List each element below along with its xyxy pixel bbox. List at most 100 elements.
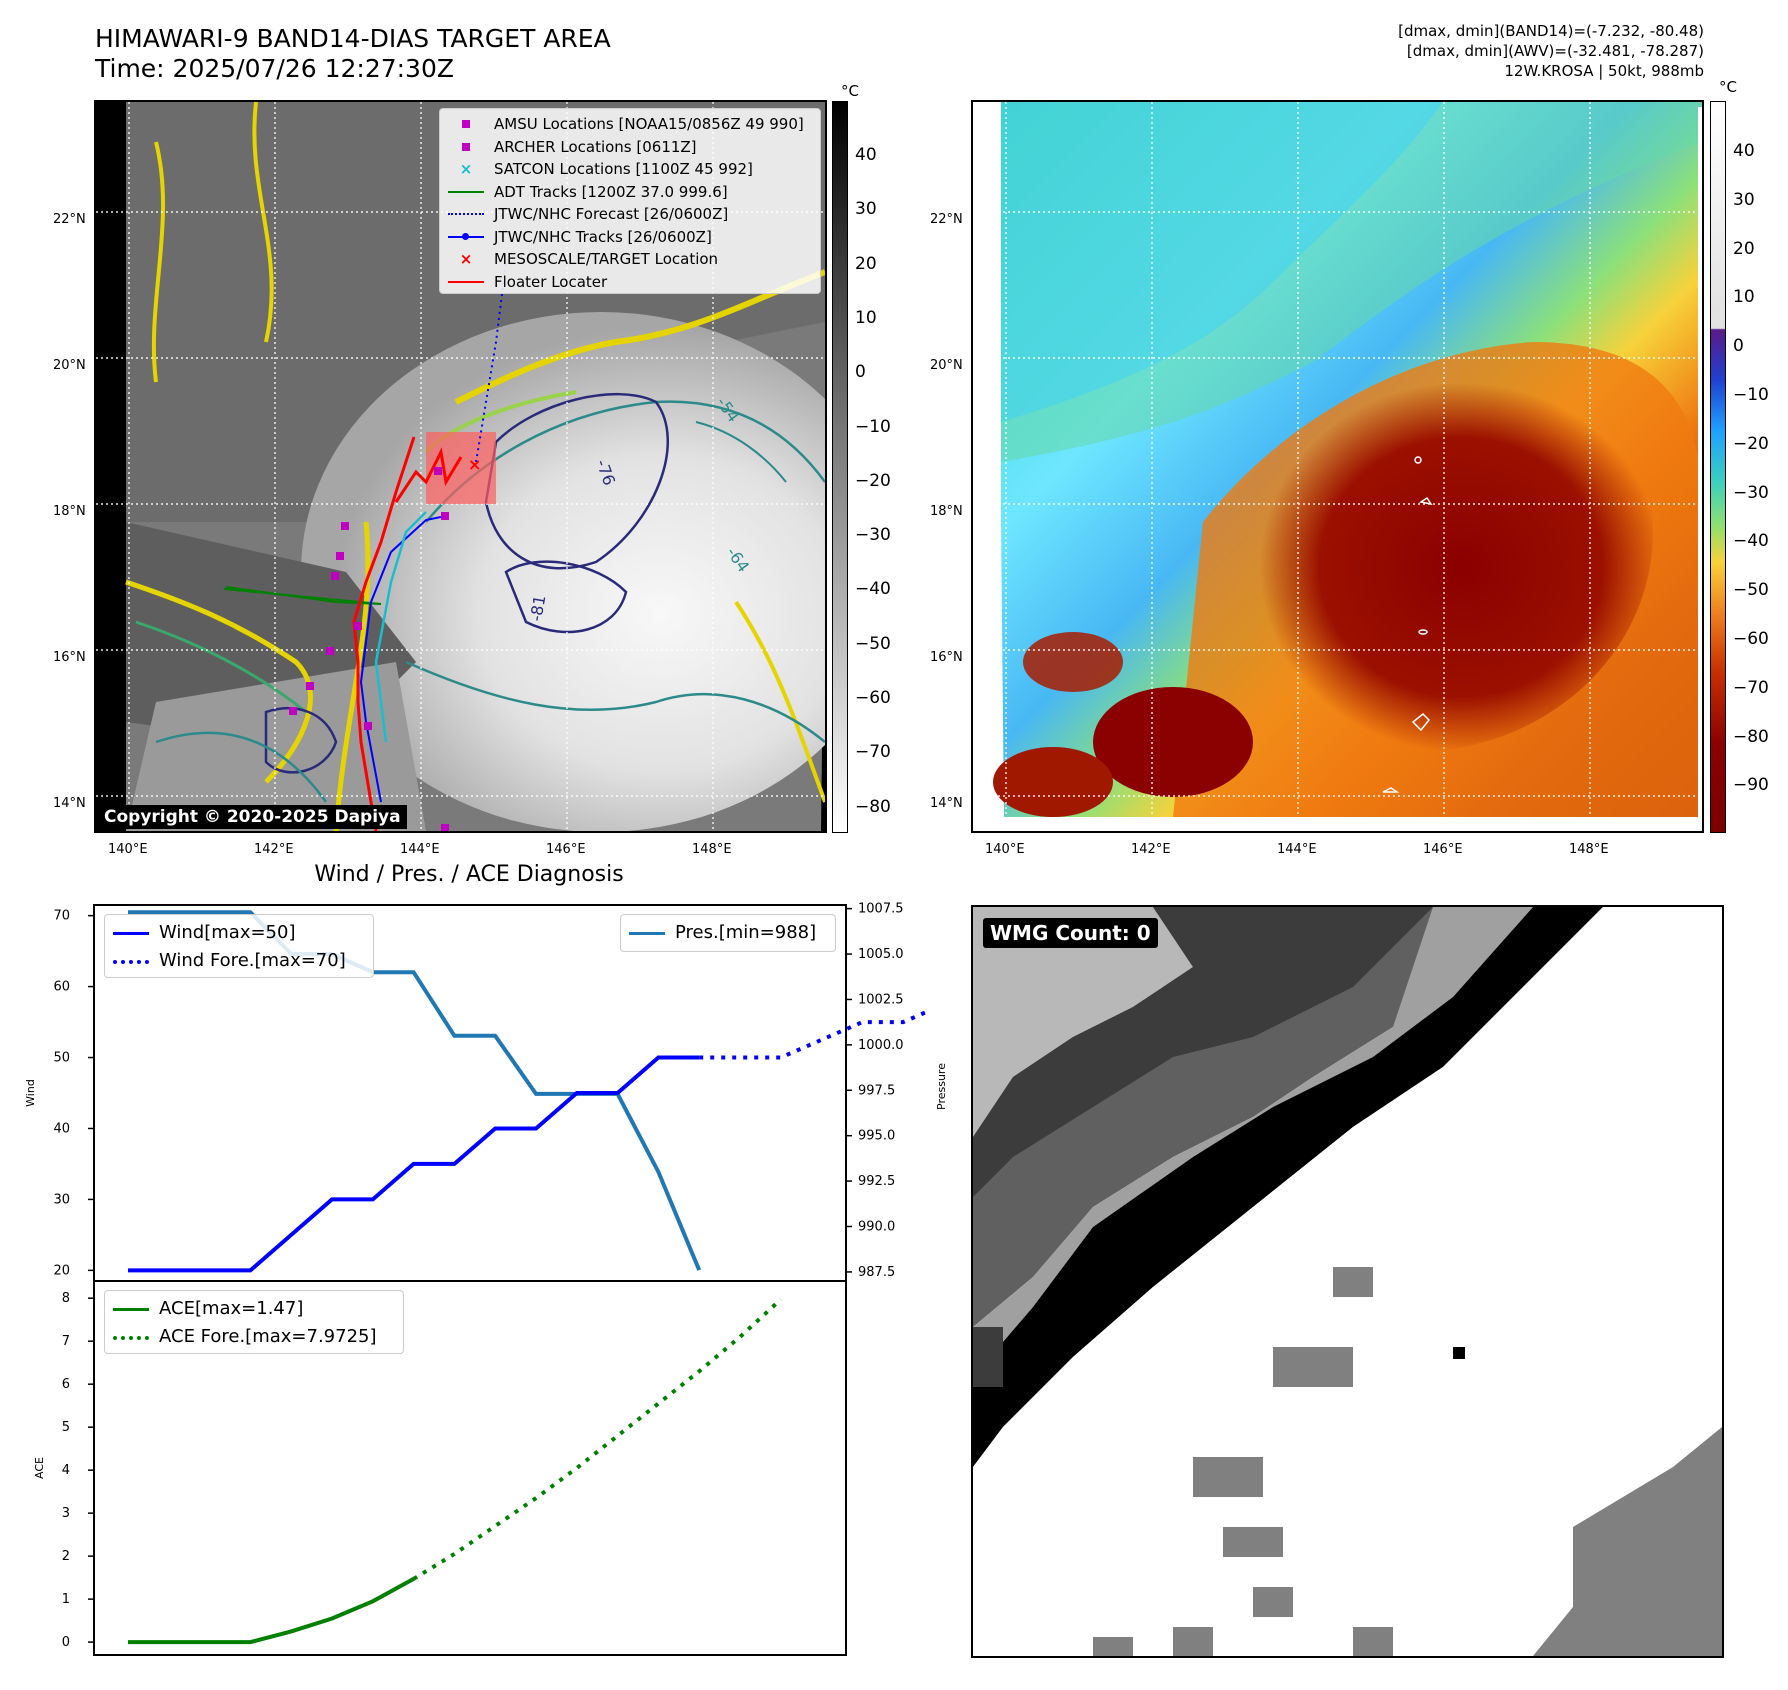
lon-label-144: 144°E xyxy=(400,842,440,857)
color-colorbar-tick: 20 xyxy=(1733,238,1755,259)
lon-label-142-right: 142°E xyxy=(1131,842,1171,857)
target-location-marker: × xyxy=(468,455,481,474)
color-colorbar-tick: −60 xyxy=(1733,629,1769,649)
gray-colorbar-tick: 20 xyxy=(855,253,877,274)
gray-colorbar-tick: −20 xyxy=(855,470,891,491)
storm-info: 12W.KROSA | 50kt, 988mb xyxy=(1504,62,1704,80)
contour-label-81: -81 xyxy=(526,594,549,623)
gray-colorbar-tick: 30 xyxy=(855,199,877,220)
pressure-ytick-label: 990.0 xyxy=(858,1220,895,1235)
magenta-square-icon xyxy=(446,116,486,132)
lon-label-144-right: 144°E xyxy=(1277,842,1317,857)
color-colorbar-tick: −30 xyxy=(1733,482,1769,503)
wind-forecast-line xyxy=(699,1008,930,1060)
lat-label-18-right: 18°N xyxy=(930,504,963,519)
gray-colorbar-tick: 40 xyxy=(855,145,877,165)
wind-legend: Wind[max=50] Wind Fore.[max=70] xyxy=(104,914,374,978)
pressure-ytick-label: 995.0 xyxy=(858,1129,895,1144)
color-colorbar-tick: −10 xyxy=(1733,385,1769,405)
color-colorbar-tick: −50 xyxy=(1733,580,1769,601)
gray-colorbar-tick: 0 xyxy=(855,362,866,383)
color-colorbar-unit: °C xyxy=(1719,78,1737,96)
blue-line-dot-icon xyxy=(446,229,486,245)
wind-ytick-label: 70 xyxy=(53,909,70,924)
color-colorbar-tick: −70 xyxy=(1733,677,1769,698)
gray-colorbar-tick: −30 xyxy=(855,525,891,546)
green-dotted-line-icon xyxy=(111,1329,151,1345)
magenta-square-icon xyxy=(446,139,486,155)
legend-item-archer: ARCHER Locations [0611Z] xyxy=(446,136,814,159)
cyan-x-icon: × xyxy=(459,160,473,179)
diagnosis-chart: 7060504030201007.51005.01002.51000.0997.… xyxy=(24,902,930,1656)
lon-label-140: 140°E xyxy=(108,842,148,857)
figure-title: HIMAWARI-9 BAND14-DIAS TARGET AREA xyxy=(95,24,611,53)
lat-label-16-right: 16°N xyxy=(930,650,963,665)
gray-colorbar-tick: −60 xyxy=(855,688,891,708)
diagnosis-title: Wind / Pres. / ACE Diagnosis xyxy=(314,862,624,887)
lon-label-140-right: 140°E xyxy=(985,842,1025,857)
copyright-label: Copyright © 2020-2025 Dapiya xyxy=(98,805,407,829)
ace-ytick-label: 7 xyxy=(62,1334,70,1349)
pressure-ytick-label: 1007.5 xyxy=(858,902,904,917)
green-line-icon xyxy=(111,1301,151,1317)
blue-dotted-line-icon xyxy=(111,953,151,969)
ace-ytick-label: 5 xyxy=(62,1420,70,1435)
lon-label-146-right: 146°E xyxy=(1423,842,1463,857)
lat-label-22: 22°N xyxy=(53,212,86,227)
color-colorbar-tick: 30 xyxy=(1733,189,1755,210)
jtwc-forecast-line xyxy=(475,261,507,463)
lat-label-20: 20°N xyxy=(53,358,86,373)
awv-map-panel xyxy=(971,100,1704,833)
lat-label-22-right: 22°N xyxy=(930,212,963,227)
map-legend: AMSU Locations [NOAA15/0856Z 49 990] ARC… xyxy=(439,108,821,294)
legend-item-satcon: × SATCON Locations [1100Z 45 992] xyxy=(446,158,814,181)
ace-ytick-label: 6 xyxy=(62,1377,70,1392)
legend-item-floater: Floater Locater xyxy=(446,271,814,294)
red-line-icon xyxy=(446,274,486,290)
wind-ytick-label: 20 xyxy=(53,1263,70,1278)
gray-colorbar-unit: °C xyxy=(841,82,859,100)
blue-line-icon xyxy=(111,925,151,941)
gray-colorbar-tick: 10 xyxy=(855,307,877,328)
pressure-ytick-label: 1002.5 xyxy=(858,992,904,1007)
gray-colorbar-tick: −10 xyxy=(855,416,891,437)
legend-item-wind: Wind[max=50] xyxy=(111,919,367,947)
steelblue-line-icon xyxy=(627,925,667,941)
pressure-ytick-label: 997.5 xyxy=(858,1083,895,1098)
ace-forecast-line xyxy=(412,1297,783,1581)
wind-ytick-label: 50 xyxy=(53,1051,70,1066)
dmax-awv: [dmax, dmin](AWV)=(-32.481, -78.287) xyxy=(1406,42,1704,60)
wind-axis-label: Wind xyxy=(24,1079,37,1107)
wind-ytick-label: 40 xyxy=(53,1121,70,1136)
legend-item-adt: ADT Tracks [1200Z 37.0 999.6] xyxy=(446,181,814,204)
gray-colorbar-tick: −80 xyxy=(855,796,891,817)
legend-item-wind-fore: Wind Fore.[max=70] xyxy=(111,947,367,975)
lat-label-14-right: 14°N xyxy=(930,796,963,811)
band14-map-panel: × -76 -64 -54 -81 AMSU Locations [NOAA15… xyxy=(94,100,827,833)
pressure-legend: Pres.[min=988] xyxy=(620,914,836,952)
lat-label-20-right: 20°N xyxy=(930,358,963,373)
figure-time: Time: 2025/07/26 12:27:30Z xyxy=(95,54,454,83)
lat-label-16: 16°N xyxy=(53,650,86,665)
legend-item-jtwc-tracks: JTWC/NHC Tracks [26/0600Z] xyxy=(446,226,814,249)
lon-label-148-right: 148°E xyxy=(1569,842,1609,857)
pressure-ytick-label: 992.5 xyxy=(858,1174,895,1189)
ace-ytick-label: 2 xyxy=(62,1549,70,1564)
lat-label-18: 18°N xyxy=(53,504,86,519)
color-colorbar-tick: 40 xyxy=(1733,141,1755,161)
wind-ytick-label: 60 xyxy=(53,980,70,995)
color-colorbar-tick: −20 xyxy=(1733,433,1769,454)
legend-item-pressure: Pres.[min=988] xyxy=(627,919,829,947)
blue-dotted-line-icon xyxy=(446,206,486,222)
color-colorbar-tick: 0 xyxy=(1733,336,1744,357)
awv-map xyxy=(973,102,1702,831)
wind-line xyxy=(128,1055,700,1273)
lon-label-142: 142°E xyxy=(254,842,294,857)
lon-label-146: 146°E xyxy=(546,842,586,857)
pressure-axis-label-text: Pressure xyxy=(935,1063,948,1110)
gray-colorbar-tick: −50 xyxy=(855,633,891,654)
floater-locater-line xyxy=(352,436,416,831)
legend-item-ace: ACE[max=1.47] xyxy=(111,1295,397,1323)
legend-item-jtwc-forecast: JTWC/NHC Forecast [26/0600Z] xyxy=(446,203,814,226)
lon-label-148: 148°E xyxy=(692,842,732,857)
